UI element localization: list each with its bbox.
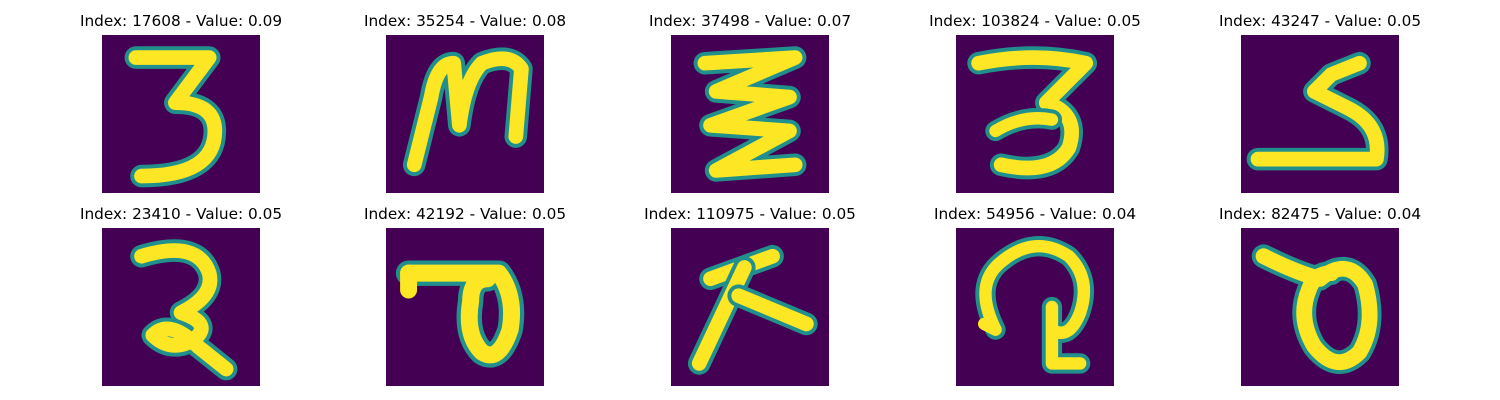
sample-title: Index: 82475 - Value: 0.04 [1218,205,1422,223]
sample-title: Index: 17608 - Value: 0.09 [79,12,283,30]
sample-cell: Index: 37498 - Value: 0.07 [615,10,885,200]
sample-cell: Index: 82475 - Value: 0.04 [1185,203,1455,393]
sample-cell: Index: 110975 - Value: 0.05 [615,203,885,393]
sample-title: Index: 23410 - Value: 0.05 [79,205,283,223]
sample-cell: Index: 23410 - Value: 0.05 [46,203,316,393]
digit-image [386,35,544,193]
sample-title: Index: 110975 - Value: 0.05 [644,205,856,223]
sample-title: Index: 37498 - Value: 0.07 [648,12,852,30]
digit-image [386,228,544,386]
digit-image [671,35,829,193]
digit-image [956,35,1114,193]
digit-image [1241,228,1399,386]
sample-title: Index: 103824 - Value: 0.05 [929,12,1141,30]
sample-cell: Index: 17608 - Value: 0.09 [46,10,316,200]
digit-image [671,228,829,386]
sample-title: Index: 54956 - Value: 0.04 [933,205,1137,223]
sample-cell: Index: 35254 - Value: 0.08 [330,10,600,200]
digit-image [956,228,1114,386]
sample-cell: Index: 43247 - Value: 0.05 [1185,10,1455,200]
sample-cell: Index: 42192 - Value: 0.05 [330,203,600,393]
sample-title: Index: 43247 - Value: 0.05 [1218,12,1422,30]
sample-cell: Index: 54956 - Value: 0.04 [900,203,1170,393]
digit-image [102,35,260,193]
sample-cell: Index: 103824 - Value: 0.05 [900,10,1170,200]
digit-image [1241,35,1399,193]
digit-image [102,228,260,386]
sample-title: Index: 42192 - Value: 0.05 [363,205,567,223]
sample-title: Index: 35254 - Value: 0.08 [363,12,567,30]
